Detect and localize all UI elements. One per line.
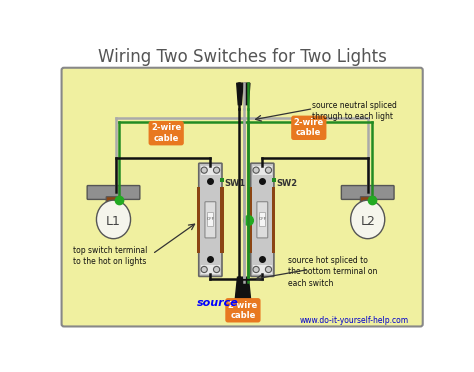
Circle shape — [253, 266, 259, 273]
Polygon shape — [235, 277, 251, 300]
Bar — [253, 166, 272, 175]
FancyBboxPatch shape — [360, 197, 375, 205]
Text: SW2: SW2 — [276, 179, 297, 188]
Circle shape — [265, 167, 272, 173]
Bar — [249, 187, 252, 253]
Circle shape — [265, 266, 272, 273]
Text: top switch terminal
to the hot on lights: top switch terminal to the hot on lights — [73, 246, 147, 266]
FancyBboxPatch shape — [87, 186, 140, 199]
Bar — [201, 166, 219, 175]
Bar — [207, 212, 213, 225]
Text: source hot spliced to
the bottom terminal on
each switch: source hot spliced to the bottom termina… — [288, 256, 377, 288]
Bar — [197, 187, 201, 253]
FancyBboxPatch shape — [62, 68, 423, 327]
FancyBboxPatch shape — [205, 202, 216, 238]
Text: www.do-it-yourself-help.com: www.do-it-yourself-help.com — [299, 316, 408, 325]
Bar — [259, 212, 265, 225]
FancyBboxPatch shape — [106, 197, 121, 205]
Polygon shape — [237, 83, 243, 105]
Text: L2: L2 — [360, 215, 375, 228]
Circle shape — [201, 266, 207, 273]
Bar — [273, 187, 275, 253]
Text: 2-wire
cable: 2-wire cable — [228, 301, 258, 320]
Polygon shape — [244, 83, 250, 105]
Circle shape — [213, 167, 219, 173]
Ellipse shape — [96, 200, 130, 239]
Text: OFF: OFF — [206, 217, 214, 221]
Circle shape — [253, 167, 259, 173]
FancyBboxPatch shape — [341, 186, 394, 199]
Text: Wiring Two Switches for Two Lights: Wiring Two Switches for Two Lights — [99, 48, 387, 66]
FancyBboxPatch shape — [251, 163, 274, 276]
Text: L1: L1 — [106, 215, 121, 228]
FancyBboxPatch shape — [257, 202, 268, 238]
Text: SW1: SW1 — [224, 179, 246, 188]
Text: 2-wire
cable: 2-wire cable — [294, 118, 324, 138]
Bar — [273, 178, 276, 183]
Bar — [220, 178, 224, 183]
Text: 2-wire
cable: 2-wire cable — [151, 124, 182, 143]
Bar — [220, 187, 224, 253]
Bar — [201, 265, 219, 274]
Circle shape — [213, 266, 219, 273]
Circle shape — [201, 167, 207, 173]
Bar — [253, 265, 272, 274]
Text: OFF: OFF — [258, 217, 266, 221]
Text: source neutral spliced
through to each light: source neutral spliced through to each l… — [312, 101, 397, 121]
FancyBboxPatch shape — [199, 163, 222, 276]
Ellipse shape — [351, 200, 385, 239]
Text: source: source — [197, 298, 239, 308]
